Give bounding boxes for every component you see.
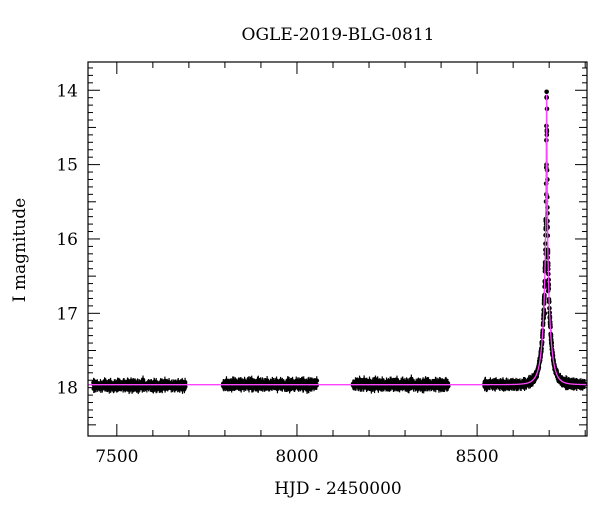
- x-tick-label: 8500: [455, 447, 498, 467]
- data-point: [258, 379, 264, 385]
- data-point: [443, 379, 449, 385]
- plot-frame: [87, 61, 588, 437]
- data-point: [543, 281, 548, 286]
- data-point: [96, 383, 102, 388]
- data-point: [251, 384, 256, 390]
- y-tick-label: 15: [56, 156, 78, 176]
- data-point: [491, 380, 496, 386]
- data-point: [175, 380, 181, 385]
- data-point: [140, 384, 145, 390]
- data-point: [170, 384, 176, 390]
- y-axis-title: I magnitude: [10, 198, 30, 302]
- model-curve: [88, 94, 587, 386]
- data-point: [398, 379, 404, 385]
- y-tick-label: 17: [56, 304, 78, 324]
- data-point: [182, 386, 187, 392]
- data-point: [545, 288, 551, 294]
- data-point: [249, 377, 255, 383]
- tick-labels: 7500 8000 8500 14 15 16 17 18: [56, 81, 498, 467]
- data-point: [372, 386, 377, 391]
- data-point: [296, 379, 302, 385]
- y-tick-label: 16: [56, 230, 78, 250]
- model-curve-group: [88, 94, 587, 386]
- data-point: [230, 380, 236, 385]
- y-tick-label: 18: [56, 379, 78, 399]
- x-tick-label: 7500: [95, 447, 138, 467]
- data-point: [361, 384, 366, 390]
- data-point: [175, 385, 181, 391]
- y-tick-label: 14: [56, 81, 78, 101]
- data-point: [246, 385, 252, 391]
- data-point: [149, 385, 155, 390]
- axis-ticks: [88, 62, 587, 436]
- data-point: [308, 383, 313, 388]
- data-point: [114, 385, 119, 391]
- data-point: [355, 379, 360, 385]
- data-point: [392, 380, 397, 385]
- data-point: [406, 386, 412, 392]
- data-point: [128, 379, 134, 385]
- data-point: [402, 384, 408, 390]
- data-point: [134, 381, 140, 387]
- x-axis-title: HJD - 2450000: [274, 479, 402, 499]
- data-point: [274, 378, 279, 384]
- data-point: [430, 383, 436, 388]
- data-point: [235, 383, 241, 388]
- data-points: [91, 89, 587, 395]
- chart-title: OGLE-2019-BLG-0811: [242, 25, 435, 45]
- data-point: [108, 386, 113, 391]
- data-point: [416, 383, 422, 388]
- data-point: [405, 380, 411, 386]
- x-tick-label: 8000: [275, 447, 318, 467]
- data-point: [544, 89, 549, 95]
